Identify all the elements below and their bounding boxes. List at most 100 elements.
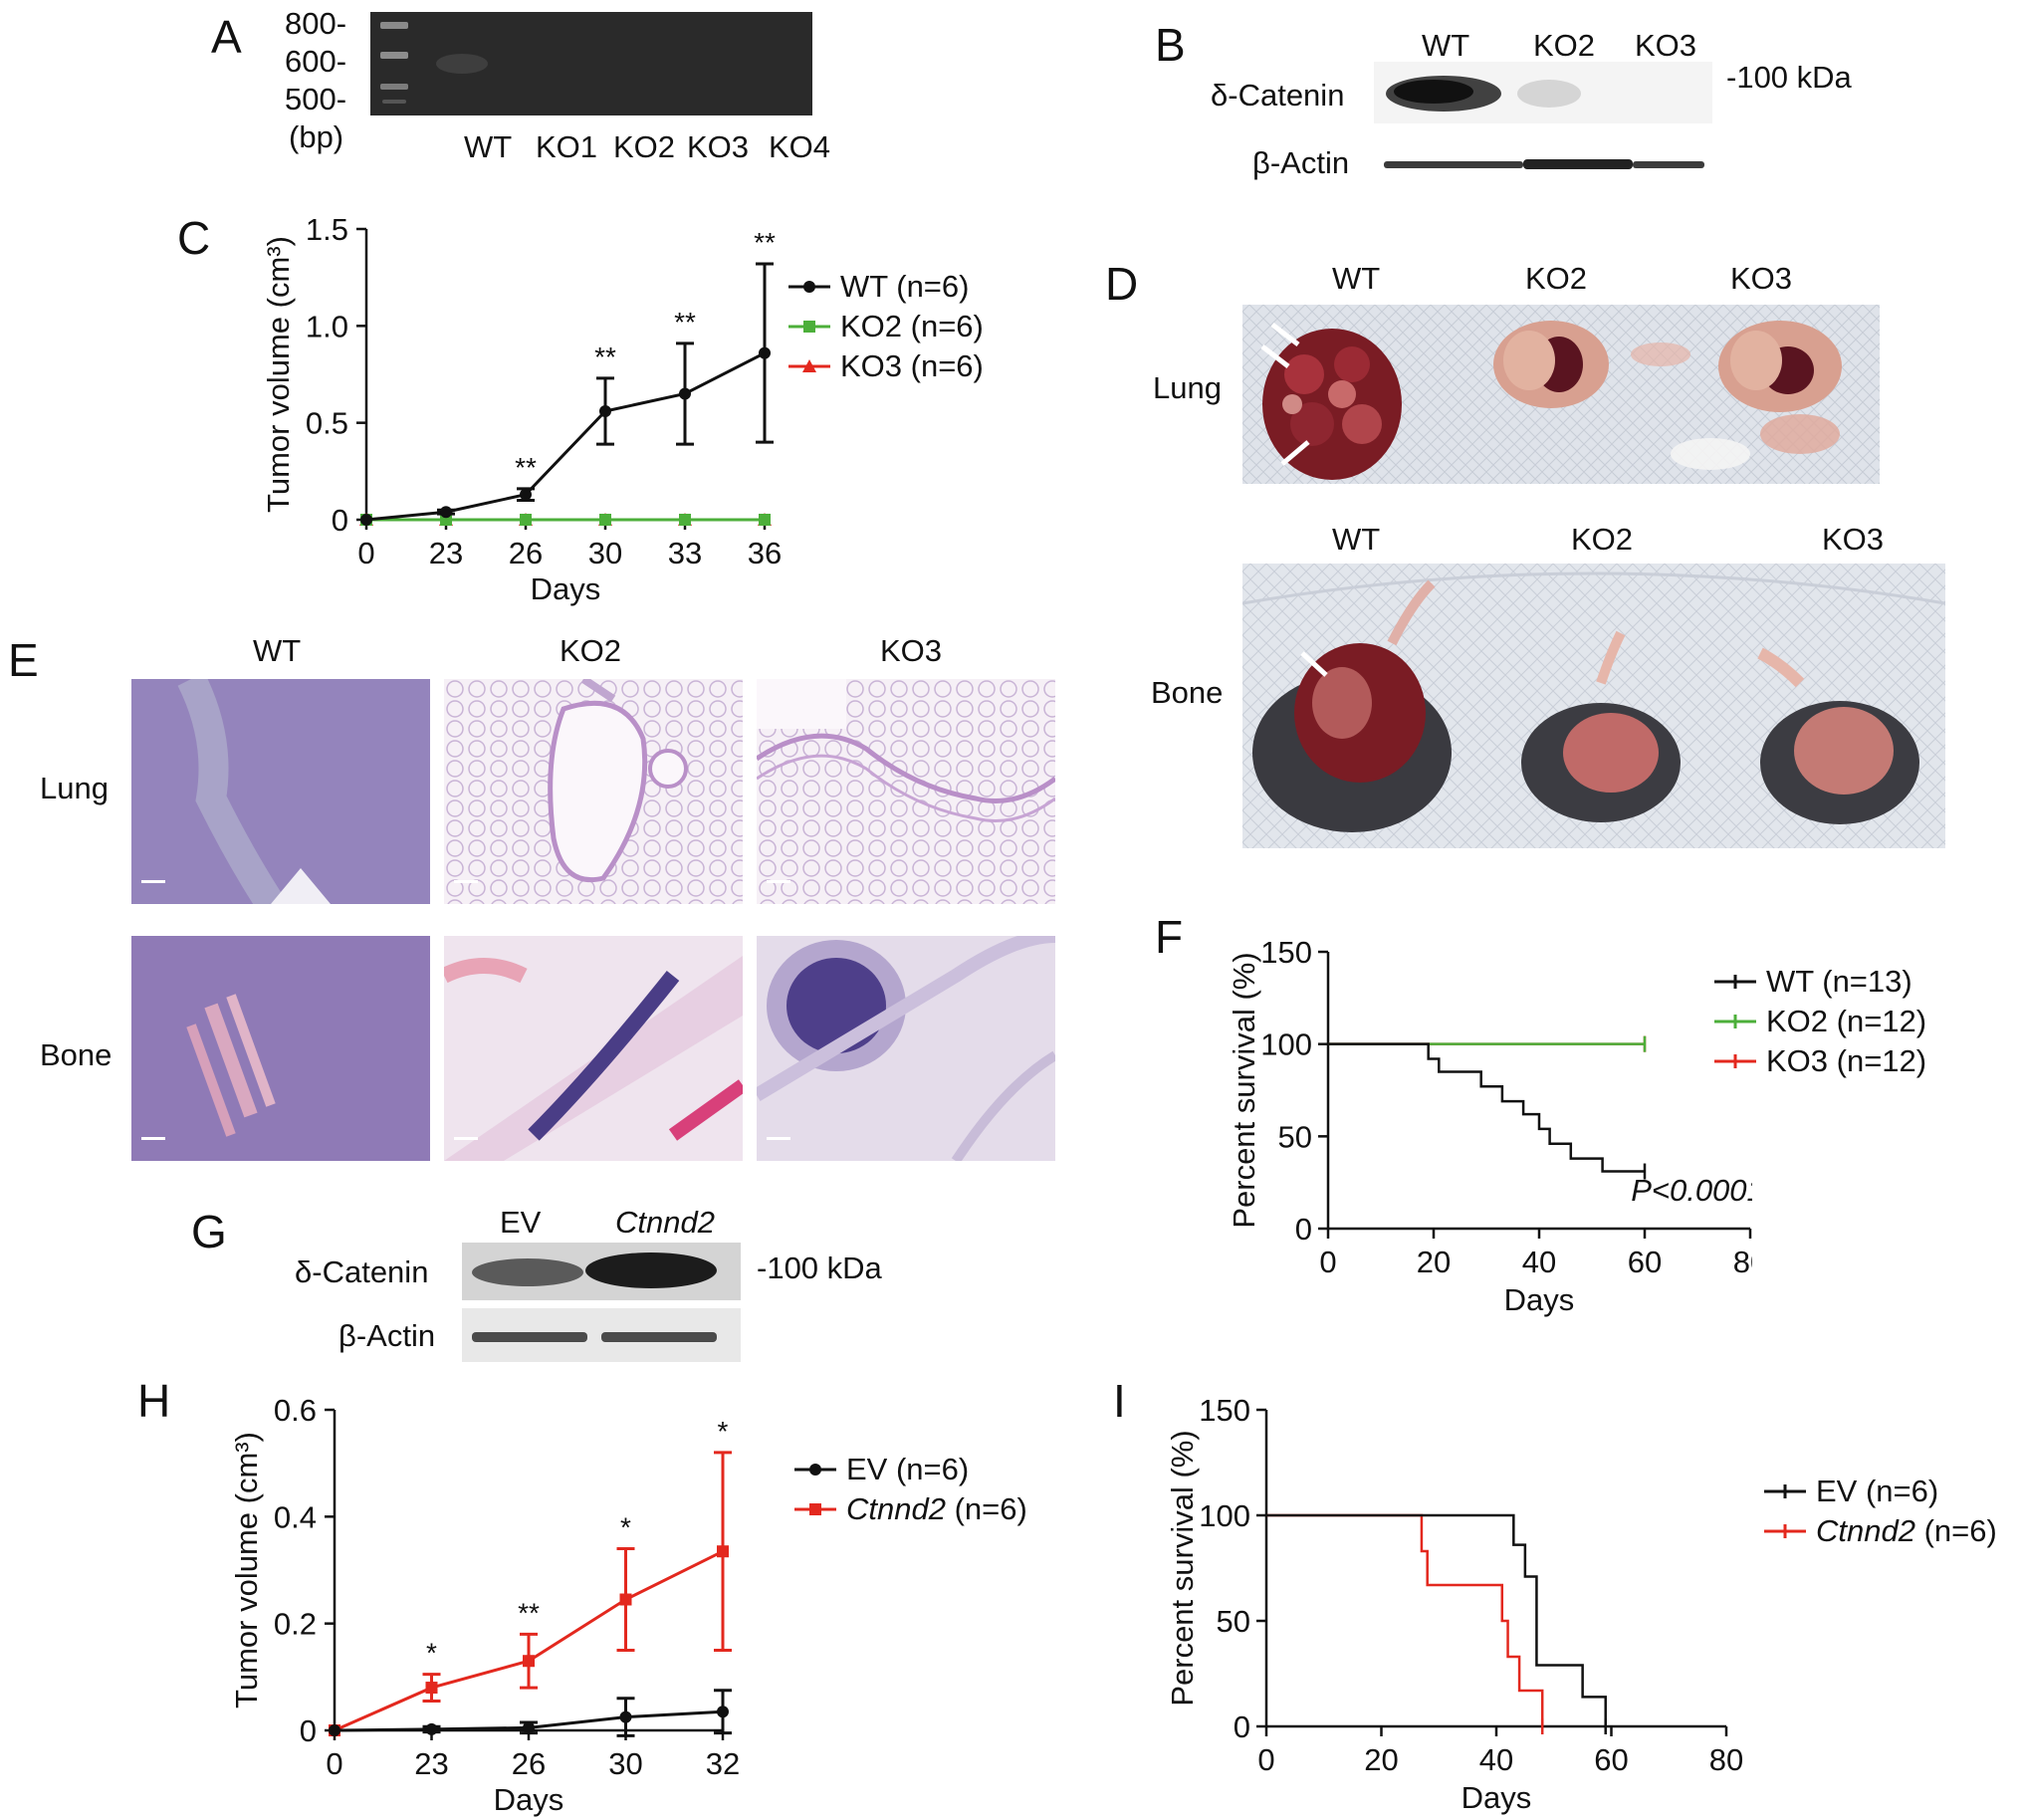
legend-marker <box>802 359 816 372</box>
e-col-wt: WT <box>253 633 302 668</box>
lung-gross-photo <box>1242 305 1880 484</box>
significance-annotation: * <box>620 1512 631 1543</box>
survival-curve <box>1266 1513 1607 1726</box>
significance-annotation: ** <box>674 307 696 338</box>
legend-item: KO2 (n=6) <box>787 307 984 346</box>
x-tick-label: 36 <box>748 536 782 570</box>
legend-label: WT (n=13) <box>1766 964 1912 999</box>
panel-label-c: C <box>177 212 211 264</box>
ladder-600: 600- <box>285 44 347 79</box>
legend-marker <box>809 1464 821 1476</box>
blot-b-row-catenin: δ-Catenin <box>1211 78 1345 113</box>
x-axis-label: Days <box>1504 1282 1575 1317</box>
legend-item: EV (n=6) <box>792 1450 1027 1489</box>
histology-bone-ko3 <box>757 936 1055 1161</box>
legend-item: KO3 (n=6) <box>787 346 984 386</box>
blot-g-row-actin: β-Actin <box>338 1318 436 1353</box>
legend-swatch <box>1714 1015 1756 1028</box>
x-tick-label: 0 <box>357 536 374 570</box>
chart-f-legend: WT (n=13) KO2 (n=12) KO3 (n=12) <box>1712 962 1926 1081</box>
lane-ko1: KO1 <box>536 129 598 164</box>
data-point <box>520 488 532 501</box>
d-bone-col-ko3: KO3 <box>1822 522 1885 557</box>
y-axis-label: Tumor volume (cm³) <box>261 236 296 513</box>
panel-label-h: H <box>137 1375 171 1427</box>
x-tick-label: 26 <box>509 536 543 570</box>
lane-ko4: KO4 <box>769 129 831 164</box>
legend-marker <box>803 281 815 293</box>
e-col-ko2: KO2 <box>560 633 622 668</box>
legend-label: EV (n=6) <box>846 1452 970 1486</box>
lane-wt: WT <box>464 129 513 164</box>
x-tick-label: 40 <box>1522 1245 1556 1279</box>
x-tick-label: 80 <box>1733 1245 1752 1279</box>
legend-label-italic: Ctnnd2 <box>1816 1513 1915 1548</box>
chart-f-survival: 0 50 100 150 0 20 40 60 80 Days Percent survival (… <box>1227 935 1752 1317</box>
legend-label: EV (n=6) <box>1816 1474 1939 1508</box>
d-lung-col-ko2: KO2 <box>1525 261 1588 296</box>
blot-b-lane-wt: WT <box>1422 28 1470 63</box>
y-tick-label: 1.5 <box>306 212 348 247</box>
y-tick-label: 0.5 <box>306 406 348 441</box>
chart-h-tumor-volume: 0 0.2 0.4 0.6 0 23 26 30 32 Days Tumor volume (cm³… <box>229 1393 740 1817</box>
significance-annotation: ** <box>515 452 537 483</box>
lane-ko2: KO2 <box>613 129 676 164</box>
legend-label: KO3 (n=6) <box>840 348 984 383</box>
x-tick-label: 0 <box>1319 1245 1336 1279</box>
data-point <box>425 1722 438 1735</box>
e-row-bone: Bone <box>40 1037 112 1072</box>
legend-label: Ctnnd2 (n=6) <box>846 1491 1027 1526</box>
legend-item: KO3 (n=12) <box>1712 1041 1926 1081</box>
data-point <box>329 1724 340 1736</box>
legend-swatch <box>1714 975 1756 989</box>
x-tick-label: 23 <box>414 1746 448 1781</box>
legend-item: Ctnnd2 (n=6) <box>792 1489 1027 1529</box>
d-lung-col-wt: WT <box>1332 261 1381 296</box>
panel-label-f: F <box>1155 911 1184 963</box>
data-point <box>679 514 691 526</box>
y-axis-label: Tumor volume (cm³) <box>229 1432 264 1708</box>
y-tick-label: 100 <box>1260 1027 1312 1062</box>
d-lung-col-ko3: KO3 <box>1730 261 1793 296</box>
x-tick-label: 60 <box>1594 1742 1628 1777</box>
panel-label-a: A <box>211 11 242 63</box>
y-tick-label: 0.6 <box>274 1393 317 1428</box>
legend-swatch <box>1714 1054 1756 1068</box>
legend-item: WT (n=13) <box>1712 962 1926 1002</box>
legend-marker <box>809 1503 821 1515</box>
survival-curve <box>1328 1042 1645 1173</box>
x-tick-label: 26 <box>512 1746 546 1781</box>
histology-lung-ko3 <box>757 679 1055 904</box>
x-tick-label: 20 <box>1364 1742 1398 1777</box>
data-point <box>717 1706 729 1718</box>
legend-item: Ctnnd2 (n=6) <box>1762 1511 1997 1551</box>
western-blot-b <box>1374 62 1712 181</box>
histology-bone-ko2 <box>444 936 743 1161</box>
x-tick-label: 60 <box>1628 1245 1662 1279</box>
legend-label: KO3 (n=12) <box>1766 1043 1927 1078</box>
blot-g-lane-ev: EV <box>500 1205 542 1240</box>
ladder-800: 800- <box>285 6 347 41</box>
y-axis-label: Percent survival (%) <box>1165 1430 1200 1706</box>
y-tick-label: 150 <box>1260 935 1312 970</box>
data-point <box>679 387 691 400</box>
legend-label: KO2 (n=6) <box>840 309 984 343</box>
chart-c-legend: WT (n=6) KO2 (n=6) KO3 (n=6) <box>787 267 984 386</box>
x-tick-label: 30 <box>608 1746 642 1781</box>
chart-i-survival: 0 50 100 150 0 20 40 60 80 Days Percent survival (… <box>1165 1393 1743 1815</box>
y-tick-label: 0.4 <box>274 1499 317 1534</box>
series-line <box>365 351 766 522</box>
legend-swatch <box>788 321 830 333</box>
data-point <box>360 514 372 526</box>
histology-lung-wt <box>131 679 430 904</box>
significance-annotation: ** <box>754 227 776 258</box>
data-point <box>619 1593 632 1606</box>
western-blot-g <box>462 1243 741 1362</box>
blot-g-mw: -100 kDa <box>757 1251 882 1285</box>
significance-annotation: * <box>718 1416 729 1447</box>
d-row-bone: Bone <box>1151 675 1224 710</box>
legend-swatch <box>1764 1524 1806 1538</box>
y-tick-label: 50 <box>1217 1604 1250 1639</box>
ladder-unit: (bp) <box>289 119 344 154</box>
legend-swatch <box>788 359 830 372</box>
